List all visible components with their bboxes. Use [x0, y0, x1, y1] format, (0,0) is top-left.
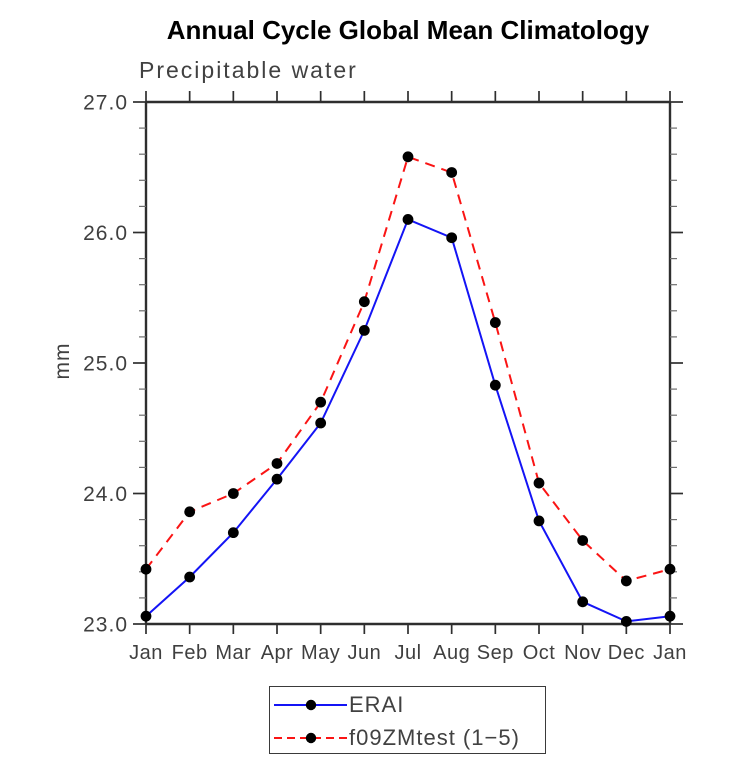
x-tick-label: Jun	[347, 642, 381, 664]
data-point-marker	[227, 527, 239, 539]
data-point-marker	[533, 477, 545, 489]
data-point-markers	[140, 151, 676, 627]
data-point-marker	[315, 417, 327, 429]
series-lines	[145, 155, 671, 623]
x-tick-label: Jan	[129, 642, 163, 664]
y-tick-label: 26.0	[83, 222, 128, 245]
data-point-marker	[620, 615, 632, 627]
data-point-marker	[664, 610, 676, 622]
data-point-marker	[271, 458, 283, 469]
data-point-marker	[358, 296, 370, 308]
x-tick-label: Jul	[394, 642, 421, 664]
x-tick-label: Apr	[261, 642, 294, 664]
data-point-marker	[184, 506, 196, 518]
x-tick-label: Sep	[477, 642, 514, 664]
data-point-marker	[577, 596, 589, 608]
axes-frame	[144, 100, 672, 626]
x-tick-label: Nov	[564, 642, 601, 664]
data-point-marker	[140, 610, 152, 622]
data-point-marker	[489, 317, 501, 328]
legend-label-f09zmtest: f09ZMtest (1−5)	[349, 725, 520, 750]
data-point-marker	[664, 563, 676, 575]
x-tick-label: Feb	[172, 642, 208, 664]
data-point-marker	[358, 324, 370, 336]
legend-line-sample-dashed	[274, 732, 347, 744]
data-point-marker	[620, 575, 632, 587]
x-tick-label: May	[301, 642, 340, 664]
x-tick-label: Oct	[523, 642, 556, 664]
x-tick-label: Dec	[608, 642, 645, 664]
data-point-marker	[402, 151, 414, 163]
y-tick-label: 23.0	[83, 613, 128, 636]
chart-subtitle: Precipitable water	[139, 57, 358, 83]
data-point-marker	[533, 515, 545, 527]
x-tick-label: Mar	[215, 642, 251, 664]
legend-line-sample-solid	[274, 699, 347, 711]
legend-entry-erai: ERAI	[272, 692, 404, 718]
y-axis-ticks	[133, 101, 683, 625]
data-point-marker	[271, 473, 283, 485]
data-point-marker	[227, 488, 239, 499]
legend-entry-f09zmtest: f09ZMtest (1−5)	[272, 725, 520, 751]
legend-label-erai: ERAI	[349, 692, 405, 717]
series-line-0	[145, 218, 671, 623]
y-tick-label: 24.0	[83, 483, 128, 506]
y-tick-label: 25.0	[83, 352, 128, 375]
data-point-marker	[489, 379, 501, 391]
x-axis-ticks	[145, 91, 671, 634]
data-point-marker	[315, 396, 327, 408]
data-point-marker	[446, 167, 458, 178]
chart-title: Annual Cycle Global Mean Climatology	[166, 15, 650, 45]
x-tick-label: Jan	[653, 642, 687, 664]
data-point-marker	[577, 535, 589, 546]
y-tick-label: 27.0	[83, 91, 128, 114]
data-point-marker	[446, 232, 458, 244]
y-axis-tick-labels: 23.0 24.0 25.0 26.0 27.0	[83, 91, 128, 636]
data-point-marker	[140, 563, 152, 575]
x-tick-label: Aug	[433, 642, 470, 664]
x-axis-tick-labels: Jan Feb Mar Apr May Jun Jul Aug Sep Oct Nov Dec Jan	[129, 642, 687, 664]
data-point-marker	[184, 571, 196, 583]
chart-legend: ERAI f09ZMtest (1−5)	[269, 686, 546, 754]
data-point-marker	[402, 214, 414, 225]
